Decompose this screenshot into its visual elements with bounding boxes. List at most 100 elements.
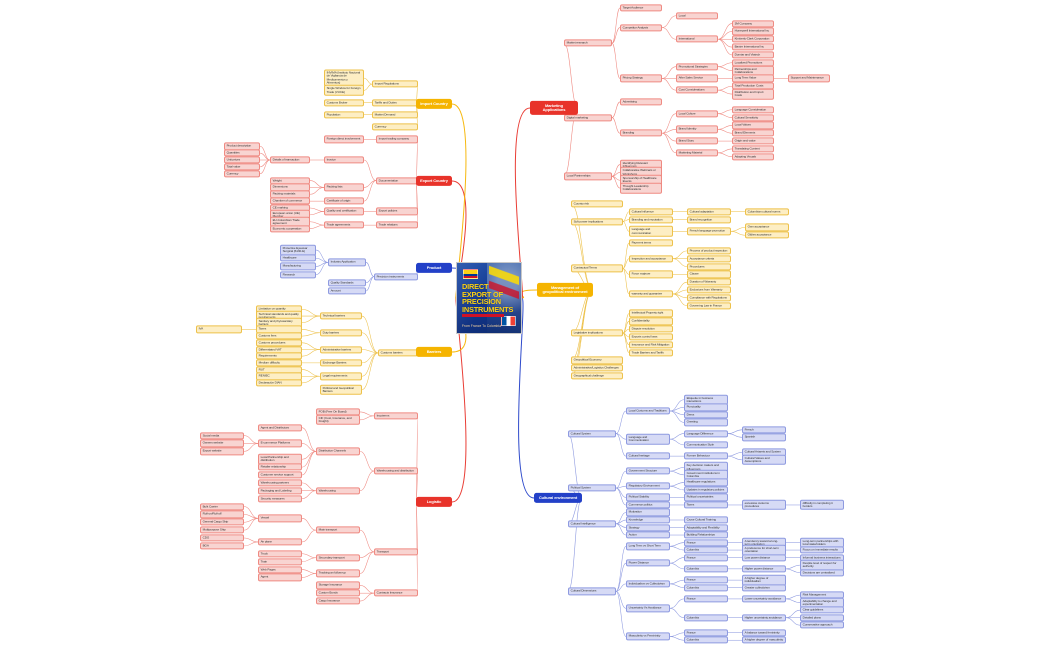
node-cultural-environment-2-0-1[interactable]: Language and Communication	[626, 433, 670, 445]
node-marketing-applications-2-0-0[interactable]: Target Audience	[620, 4, 662, 12]
node-export-country-2-1-0[interactable]: Invoice	[324, 156, 364, 164]
node-cultural-environment-4-3-1-1-0[interactable]: Higher power distance	[742, 565, 786, 573]
node-cultural-environment-4-3-4-1-0[interactable]: A higher degree of masculinity	[742, 636, 786, 644]
node-marketing-applications-4-0-1-1-1[interactable]: Honeywell International Inc	[732, 27, 774, 36]
node-cultural-environment-2-0-0[interactable]: Local Customs and Traditions	[626, 407, 670, 415]
node-cultural-environment-2-2-1[interactable]: Knowledge	[626, 516, 670, 524]
node-geopolitical-2-1-2[interactable]: Language and communication	[629, 226, 673, 237]
node-marketing-applications-4-1-1-0-1[interactable]: Cultural Sensitivity	[732, 113, 774, 122]
node-product-3-0-0-1[interactable]: Healthcare	[280, 254, 316, 262]
node-geopolitical-3-2-1-1[interactable]: Acceptance criteria	[687, 255, 731, 263]
node-cultural-environment-3-3-2-0[interactable]: France	[684, 576, 728, 584]
node-import-country-2-1-0[interactable]: Customs Broker	[324, 98, 364, 107]
node-barriers-2-0-3[interactable]: Exchange Barriers	[320, 359, 362, 367]
node-import-country-1-3[interactable]: Currency	[372, 123, 418, 131]
node-geopolitical-1-2[interactable]: Contractual Terms	[571, 264, 623, 273]
node-geopolitical-2-2-1[interactable]: Inspection and acceptance	[629, 255, 673, 263]
branch-root-logistic[interactable]: Logistic	[416, 496, 452, 508]
node-geopolitical-3-2-1-2[interactable]: Procedures	[687, 262, 731, 271]
node-geopolitical-2-2-0[interactable]: Payment terms	[629, 239, 673, 247]
node-export-country-3-1-1-1[interactable]: Dimensions	[270, 183, 310, 192]
node-marketing-applications-3-0-2-2[interactable]: Cost Considerations	[676, 86, 718, 94]
node-logistic-4-2-0-1-0[interactable]: CDG	[200, 534, 244, 542]
node-geopolitical-3-2-3-1[interactable]: Exclusions from Warranty	[687, 286, 731, 294]
node-marketing-applications-4-1-1-2-0[interactable]: Origin and value	[732, 137, 774, 145]
node-logistic-3-1-0-3[interactable]: Retailer relationship	[258, 463, 302, 471]
node-cultural-environment-5-3-0-1-0-0[interactable]: Focus on immediate results	[800, 546, 844, 554]
node-product-3-0-0-2[interactable]: Manufacturing	[280, 262, 316, 271]
node-cultural-environment-3-2-1-0[interactable]: Cross-Cultural Training	[684, 516, 728, 524]
node-geopolitical-2-3-5[interactable]: Trade Barriers and Tariffs	[629, 348, 673, 357]
node-cultural-environment-3-3-1-1[interactable]: Colombia	[684, 565, 728, 573]
node-geopolitical-1-0[interactable]: Country risk	[571, 200, 623, 208]
node-cultural-environment-3-3-3-1[interactable]: Colombia	[684, 614, 728, 622]
node-geopolitical-2-2-2[interactable]: Force majeure	[629, 270, 673, 278]
node-logistic-3-2-1-1[interactable]: Train	[258, 558, 302, 566]
node-cultural-environment-5-3-3-1-0-2[interactable]: Conservative approach	[800, 621, 844, 629]
node-cultural-environment-2-2-3[interactable]: Action	[626, 531, 670, 539]
node-geopolitical-2-1-1[interactable]: Branding and reputation	[629, 215, 673, 224]
node-cultural-environment-3-0-1-0[interactable]: Language Difference	[684, 429, 728, 438]
node-barriers-2-0-0[interactable]: Technical barriers	[320, 312, 362, 320]
node-logistic-3-2-1-0[interactable]: Truck	[258, 550, 302, 558]
node-cultural-environment-4-3-3-0-0[interactable]: Lower uncertainty avoidance	[742, 595, 786, 603]
node-export-country-1-3[interactable]: Trade relations	[376, 221, 418, 229]
node-import-country-1-1[interactable]: Tariffs and Duties	[372, 98, 418, 107]
node-cultural-environment-3-2-2-0[interactable]: Adaptability and Flexibility	[684, 523, 728, 532]
node-cultural-environment-2-2-0[interactable]: Motivation	[626, 508, 670, 517]
node-cultural-environment-3-3-4-1[interactable]: Colombia	[684, 636, 728, 644]
node-cultural-environment-3-3-0-0[interactable]: France	[684, 538, 728, 547]
node-barriers-2-0-2[interactable]: Administrative barriers	[320, 345, 362, 354]
node-import-country-1-2[interactable]: Market Demand	[372, 111, 418, 119]
node-marketing-applications-3-1-1-2[interactable]: Brand Story	[676, 137, 718, 145]
node-cultural-environment-3-1-1-1[interactable]: Updates in regulatory policies	[684, 486, 728, 494]
node-cultural-environment-5-3-1-1-0-1[interactable]: Decisions are centralized	[800, 568, 844, 577]
branch-root-barriers[interactable]: Barriers	[416, 346, 452, 358]
node-marketing-applications-3-0-2-0[interactable]: Promotional Strategies	[676, 63, 718, 71]
node-cultural-environment-3-3-2-1[interactable]: Colombia	[684, 584, 728, 592]
node-logistic-4-2-0-0-2[interactable]: General Cargo Ship	[200, 518, 244, 526]
node-export-country-2-1-1[interactable]: Packing lists	[324, 183, 364, 192]
node-marketing-applications-4-0-1-1-4[interactable]: Domtar and Viatech	[732, 51, 774, 59]
node-cultural-environment-1-3[interactable]: Cultural Dimensions	[568, 587, 616, 596]
node-geopolitical-3-1-2-0[interactable]: French language promotion	[687, 227, 731, 235]
node-logistic-3-1-1-2[interactable]: Security measures	[258, 494, 302, 503]
node-logistic-2-3-2[interactable]: Cargo Insurance	[316, 597, 360, 605]
node-export-country-3-1-1-0[interactable]: Weight	[270, 176, 310, 185]
node-logistic-2-3-1[interactable]: Custom Bonds	[316, 589, 360, 597]
node-geopolitical-3-1-1-0[interactable]: Brand recognition	[687, 215, 731, 224]
node-export-country-3-1-0-0[interactable]: Details of transaction	[270, 156, 310, 164]
node-cultural-environment-3-0-0-3[interactable]: Greeting	[684, 418, 728, 426]
branch-root-geopolitical[interactable]: Management of geopolitical environment	[537, 282, 593, 298]
node-product-2-0-2[interactable]: Amount	[328, 287, 366, 295]
node-marketing-applications-3-0-1-0[interactable]: Local	[676, 12, 718, 20]
node-geopolitical-2-1-0[interactable]: Cultural influence	[629, 208, 673, 216]
node-cultural-environment-3-1-3-0[interactable]: Taxes	[684, 501, 728, 509]
node-geopolitical-1-4[interactable]: Geopolitical Economy	[571, 356, 623, 365]
node-logistic-2-1-0[interactable]: Distribution Channels	[316, 447, 360, 455]
node-cultural-environment-2-1-2[interactable]: Political Stability	[626, 493, 670, 502]
node-cultural-environment-4-0-1-0-1[interactable]: Spanish	[742, 433, 786, 441]
node-marketing-applications-4-0-2-1-0[interactable]: Long Term Value	[732, 74, 774, 83]
node-logistic-4-2-0-1-1[interactable]: BGA	[200, 542, 244, 550]
node-marketing-applications-4-1-1-3-0[interactable]: Translating Content	[732, 145, 774, 153]
node-marketing-applications-4-1-1-1-0[interactable]: Local Values	[732, 121, 774, 130]
node-export-country-4-1-0-0-0[interactable]: Product description	[224, 142, 260, 150]
node-logistic-1-3[interactable]: Contracts Insurance	[374, 589, 418, 597]
node-logistic-4-1-0-1-1[interactable]: Owners website	[200, 439, 244, 448]
node-cultural-environment-4-3-3-1-0[interactable]: Higher uncertainty avoidance	[742, 614, 786, 622]
node-logistic-1-2[interactable]: Transport	[374, 548, 418, 556]
node-cultural-environment-2-0-2[interactable]: Cultural heritage	[626, 452, 670, 460]
node-cultural-environment-5-3-3-1-0-1[interactable]: Detailed plans	[800, 614, 844, 622]
node-cultural-environment-3-1-2-0[interactable]: Political uncertainties	[684, 493, 728, 502]
node-product-2-0-1[interactable]: Quality Standards	[328, 279, 366, 287]
node-barriers-2-0-5[interactable]: Political and Geopolitical Barriers	[320, 384, 362, 395]
branch-root-product[interactable]: Product	[416, 262, 452, 274]
node-cultural-environment-4-0-2-0-1[interactable]: Cultural Values and Assumptions	[742, 454, 786, 466]
node-geopolitical-2-3-4[interactable]: Insurance and Risk Mitigation	[629, 341, 673, 349]
node-export-country-4-1-0-0-4[interactable]: Currency	[224, 170, 260, 178]
node-marketing-applications-4-0-1-1-0[interactable]: 3M Company	[732, 19, 774, 28]
node-marketing-applications-2-0-1[interactable]: Competitor Analysis	[620, 23, 662, 32]
node-cultural-environment-5-3-3-1-0-0[interactable]: Clear guidelines	[800, 606, 844, 614]
node-barriers-2-0-4[interactable]: Legal requirements	[320, 372, 362, 380]
